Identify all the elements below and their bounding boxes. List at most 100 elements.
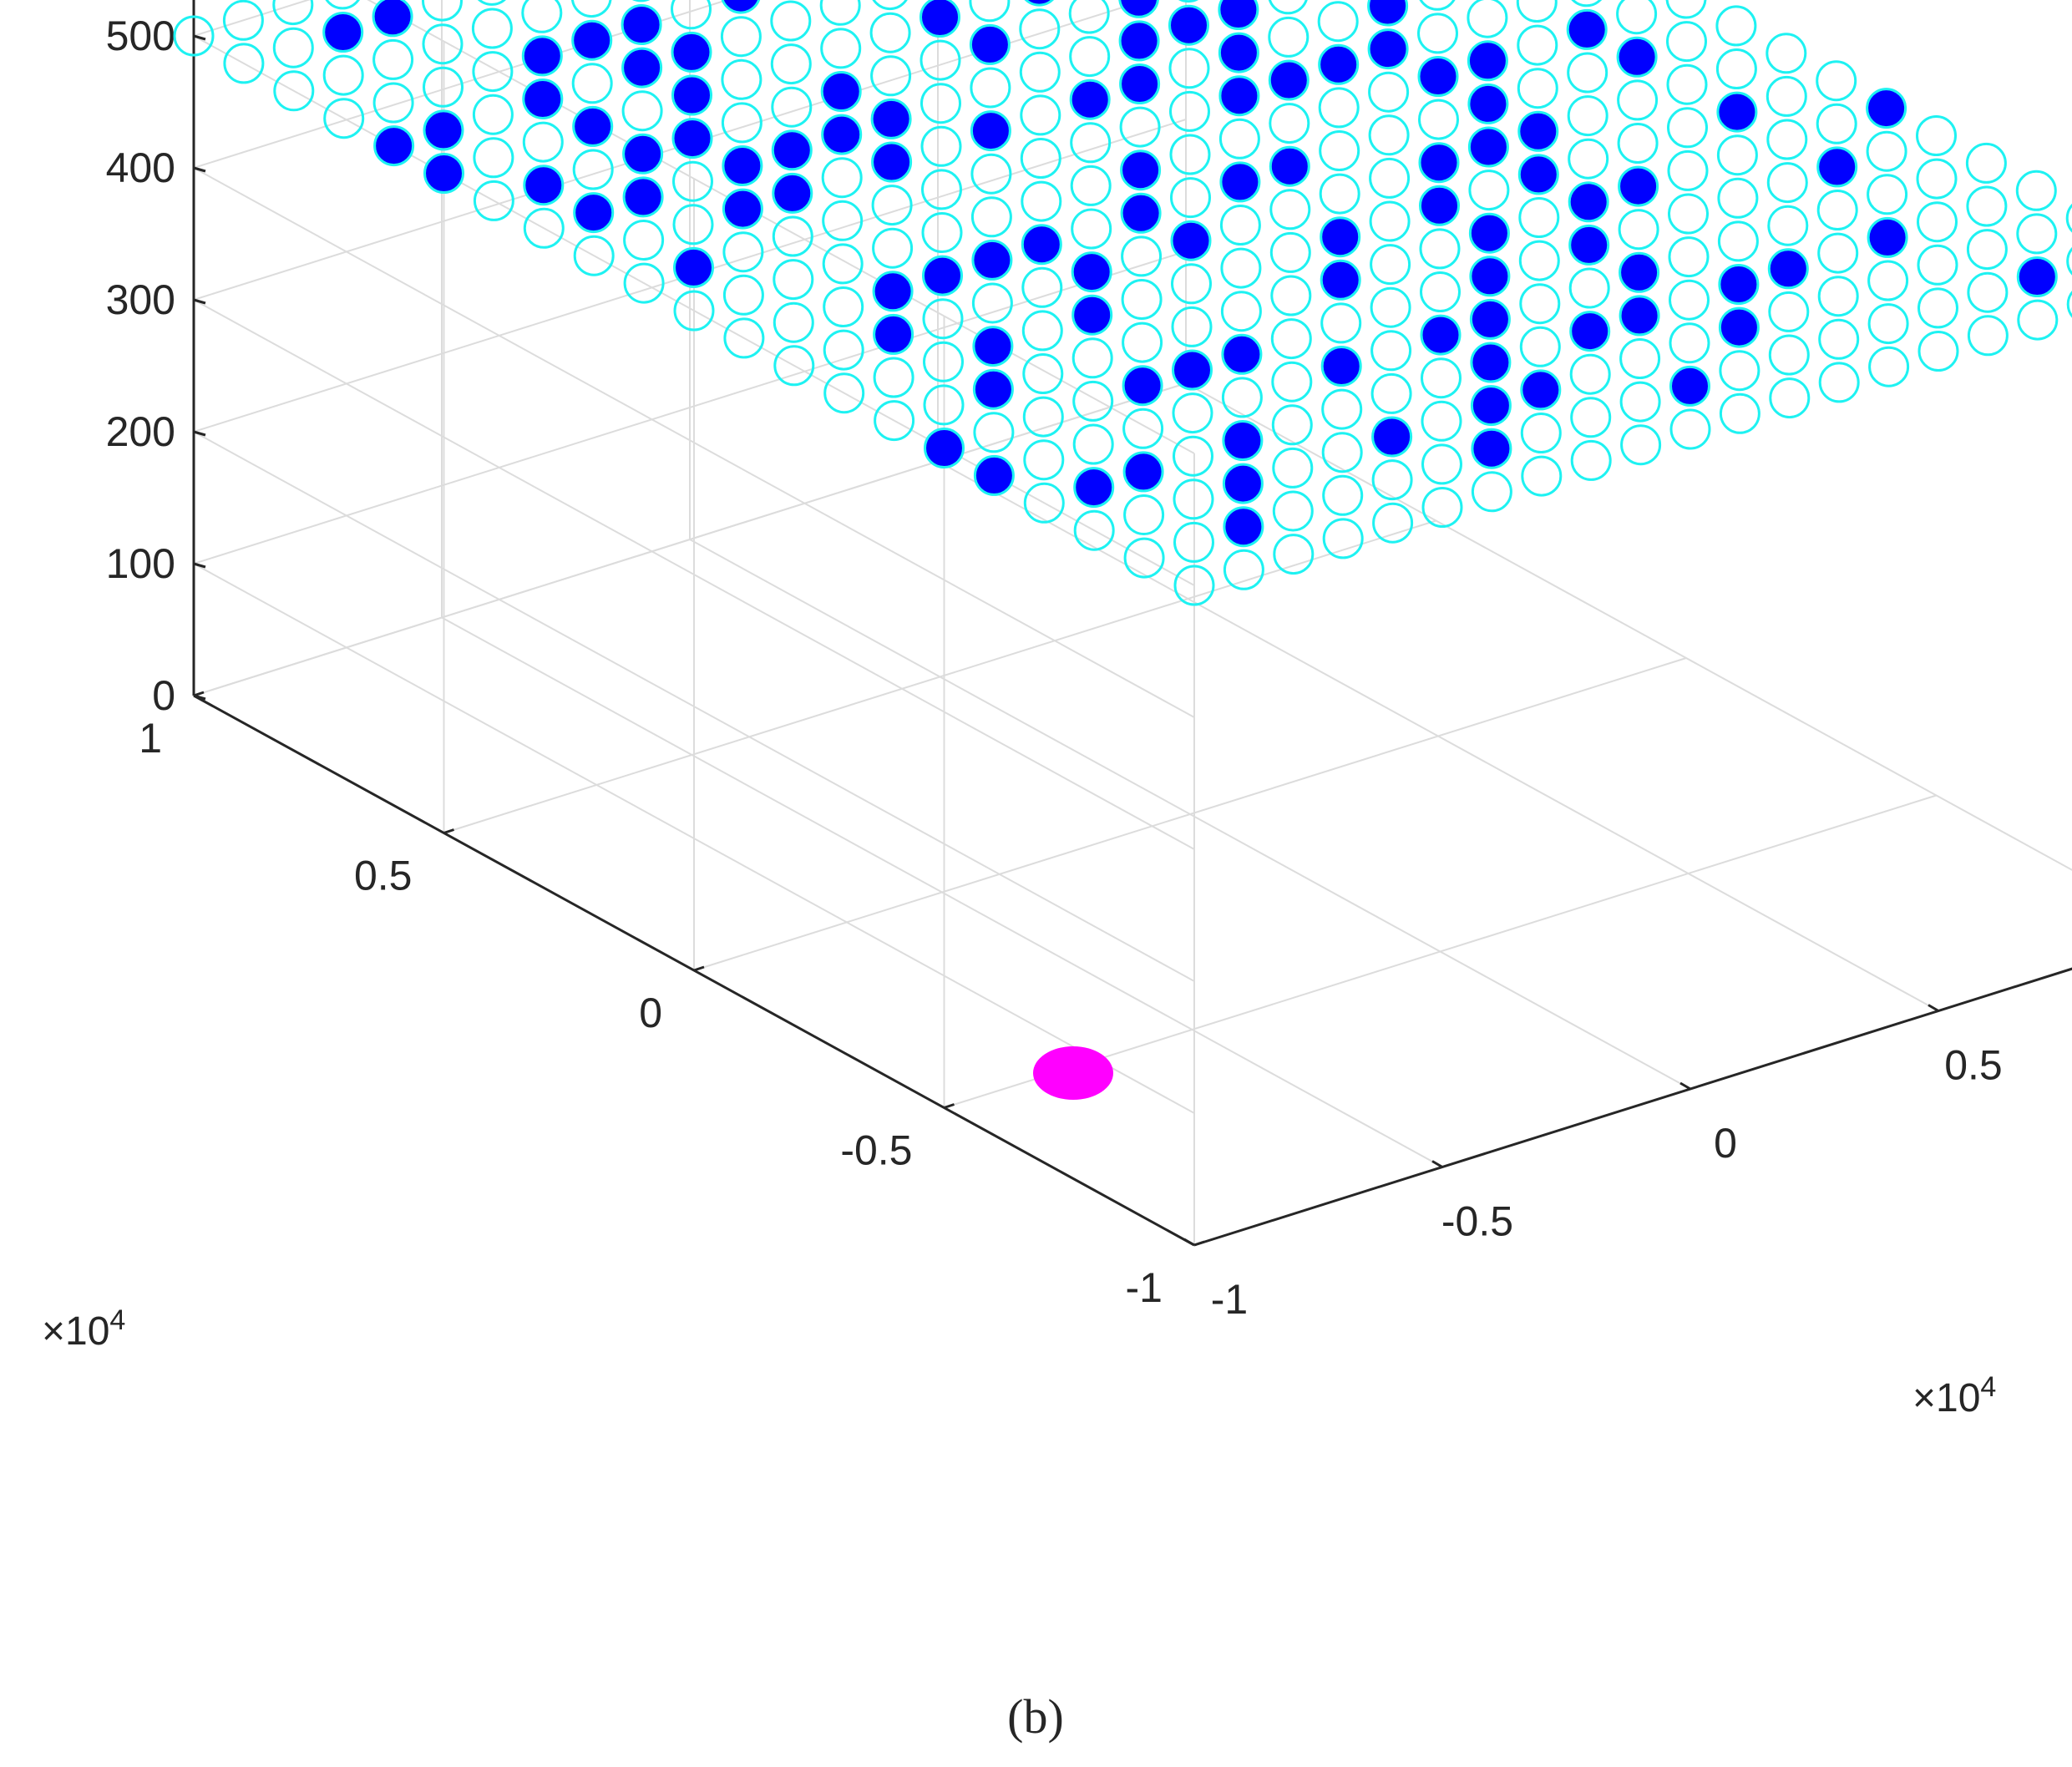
candidate-point [1717, 177, 1759, 219]
candidate-point [870, 55, 912, 97]
candidate-point [1567, 95, 1608, 137]
selected-point [1170, 220, 1212, 261]
candidate-point [1668, 193, 1709, 235]
candidate-point [823, 372, 865, 414]
grid-line [1185, 382, 2072, 871]
selected-point [1767, 248, 1809, 290]
x-tick [1679, 1081, 1691, 1091]
candidate-point [1617, 123, 1659, 164]
selected-point [372, 0, 413, 38]
candidate-point [1322, 474, 1364, 516]
selected-point [1021, 224, 1062, 266]
selected-point [1418, 142, 1460, 184]
selected-point [1867, 216, 1908, 258]
selected-point [1520, 369, 1562, 411]
selected-point [1371, 416, 1413, 458]
selected-point [523, 165, 565, 206]
axis-lines [192, 0, 2072, 1247]
candidate-point [823, 329, 864, 371]
candidate-point [1715, 48, 1757, 89]
candidate-point [1170, 177, 1211, 219]
candidate-point [2016, 213, 2058, 255]
candidate-point [773, 301, 814, 343]
candidate-point [1917, 244, 1958, 286]
candidate-point [1867, 303, 1909, 345]
candidate-point [770, 43, 812, 85]
candidate-point [1020, 94, 1061, 136]
selected-point [1367, 28, 1409, 70]
candidate-point [921, 169, 962, 210]
candidate-point [1368, 71, 1410, 113]
candidate-point [1419, 228, 1461, 270]
y-exponent-label: ×104 [42, 1304, 125, 1354]
z-tick [193, 298, 206, 305]
selected-point [873, 313, 914, 355]
candidate-point [1173, 521, 1214, 563]
candidate-point [1966, 229, 2008, 271]
candidate-point [623, 220, 665, 261]
data-points [173, 0, 2072, 1100]
x-tick-label: 0.5 [1944, 1042, 2003, 1089]
selected-point [1118, 0, 1159, 18]
candidate-point [1121, 279, 1163, 320]
candidate-point [1069, 36, 1111, 78]
candidate-point [1616, 0, 1658, 35]
selected-point [722, 188, 763, 230]
selected-point [373, 125, 415, 167]
y-tick-label: 0 [639, 990, 662, 1036]
candidate-point [1072, 380, 1114, 422]
selected-point [1218, 0, 1259, 30]
candidate-point [325, 0, 360, 10]
candidate-point [1817, 232, 1859, 274]
selected-point [1122, 451, 1164, 493]
candidate-point [1468, 170, 1510, 211]
candidate-point [1421, 357, 1462, 399]
selected-point [1221, 333, 1263, 375]
candidate-point [1816, 190, 1858, 230]
selected-point [721, 0, 761, 14]
grid-line [193, 251, 1187, 565]
candidate-point [1021, 180, 1062, 222]
candidate-point [1717, 220, 1759, 262]
candidate-point [1070, 122, 1112, 164]
candidate-point [1967, 315, 2009, 357]
candidate-point [1317, 1, 1359, 43]
candidate-point [672, 160, 713, 202]
candidate-point [820, 28, 862, 69]
candidate-point [1818, 318, 1860, 360]
candidate-point [1518, 197, 1560, 238]
candidate-point [819, 0, 861, 26]
grid-line [193, 382, 1187, 696]
candidate-point [1866, 130, 1907, 172]
selected-point [621, 47, 663, 89]
candidate-point [1667, 107, 1708, 149]
candidate-point [471, 8, 513, 49]
grid-line [193, 167, 1195, 718]
selected-point [1367, 0, 1409, 27]
candidate-point [1767, 205, 1809, 246]
selected-point [1172, 349, 1213, 391]
candidate-point [1270, 318, 1312, 360]
selected-point [1073, 467, 1115, 509]
candidate-point [1768, 334, 1810, 376]
candidate-point [1516, 0, 1558, 23]
z-tick-label: 200 [106, 408, 175, 455]
candidate-point [1567, 52, 1608, 94]
candidate-point [473, 137, 514, 179]
candidate-point [1219, 205, 1261, 246]
candidate-point [223, 43, 265, 84]
candidate-point [1418, 99, 1459, 140]
grid-line [193, 299, 1195, 850]
candidate-point [1021, 310, 1063, 352]
candidate-point [472, 94, 514, 135]
selected-point [632, 0, 651, 3]
selected-point [572, 105, 614, 147]
candidate-point [1168, 48, 1210, 89]
candidate-point [272, 27, 314, 68]
z-tick [193, 562, 206, 569]
candidate-point [1123, 537, 1165, 579]
y-tick [1193, 1240, 1205, 1247]
candidate-point [422, 23, 464, 65]
candidate-point [1321, 432, 1363, 473]
